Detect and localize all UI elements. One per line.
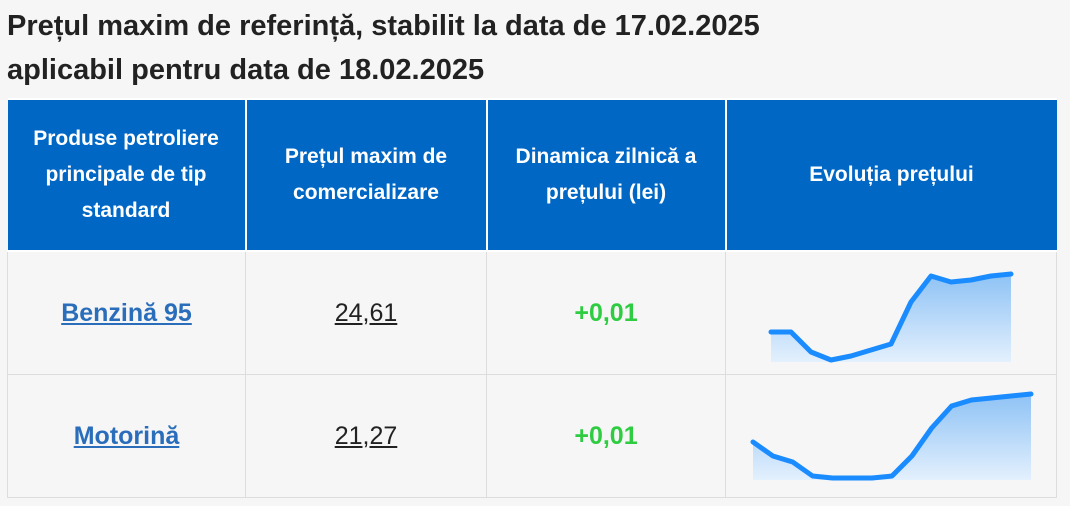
sparkline [750, 391, 1034, 481]
row: Benzină 95 24,61 +0,01 [7, 250, 1057, 375]
product-link[interactable]: Motorină [73, 421, 180, 450]
cell: +0,01 [486, 250, 726, 375]
price: 21,27 [334, 421, 398, 450]
header-row: Produse petroliere principale de tip sta… [7, 98, 1057, 252]
cell [725, 374, 1057, 498]
change: +0,01 [574, 421, 638, 450]
cell [725, 250, 1057, 375]
sparkline-line [768, 271, 1014, 363]
row: Motorină 21,27 +0,01 [7, 374, 1057, 498]
price-table: Produse petroliere principale de tip sta… [7, 98, 1057, 498]
title: Prețul maxim de referință, stabilit la d… [7, 4, 760, 92]
sparkline [768, 271, 1014, 363]
sparkline-area [753, 394, 1031, 480]
sparkline-line [750, 391, 1034, 481]
price: 24,61 [334, 298, 398, 327]
cell: 21,27 [245, 374, 487, 498]
title-line: aplicabil pentru data de 18.02.2025 [7, 54, 485, 86]
column-header: Dinamica zilnică a prețului (lei) [485, 98, 727, 252]
title-line: Prețul maxim de referință, stabilit la d… [7, 10, 760, 42]
column-header: Produse petroliere principale de tip sta… [7, 98, 247, 252]
column-header: Evoluția prețului [724, 98, 1057, 252]
change: +0,01 [574, 298, 638, 327]
cell: Benzină 95 [7, 250, 246, 375]
column-header: Prețul maxim de comercializare [244, 98, 488, 252]
sparkline-area [771, 274, 1011, 362]
cell: Motorină [7, 374, 246, 498]
cell: +0,01 [486, 374, 726, 498]
cell: 24,61 [245, 250, 487, 375]
product-link[interactable]: Benzină 95 [61, 298, 192, 327]
